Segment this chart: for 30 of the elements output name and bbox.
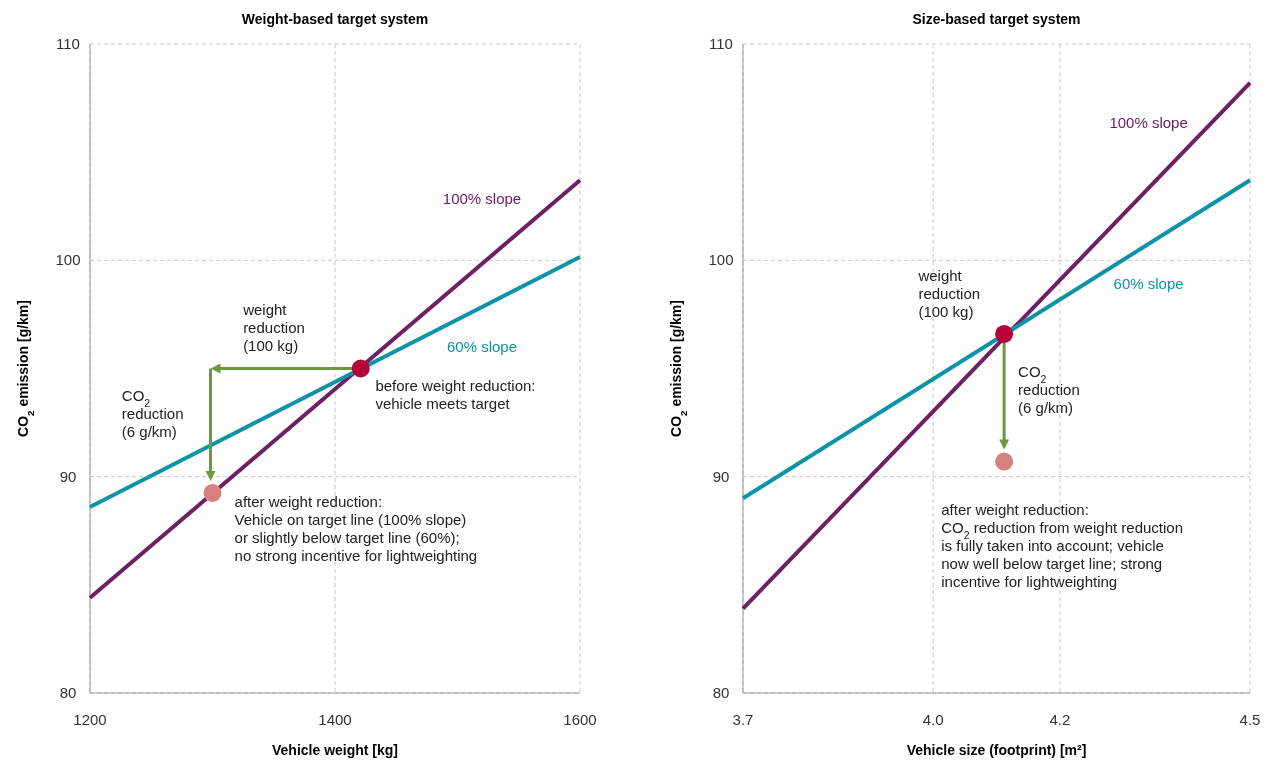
annotation: CO$_{2}$ reduction (6 g/km) [1018, 362, 1080, 416]
annotation: weight reduction (100 kg) [917, 266, 981, 320]
annotation: weight reduction (100 kg) [242, 300, 305, 354]
y-tick-label: 110 [709, 35, 733, 52]
annotation: after weight reduction: Vehicle on target line (100% slope) or slightly below target line (60%); no strong incentive for lightweighting [234, 492, 478, 564]
x-axis-title: Vehicle weight [kg] [271, 742, 399, 758]
y-tick-label: 110 [56, 35, 80, 52]
chart-title: Weight-based target system [241, 11, 429, 27]
x-tick-label: 4.5 [1239, 711, 1261, 728]
annotation: before weight reduction: vehicle meets target [375, 377, 536, 413]
y-tick-label: 80 [712, 684, 730, 701]
x-axis-title: Vehicle size (footprint) [m²] [906, 742, 1087, 758]
y-tick-label: 100 [55, 251, 81, 269]
y-tick-label: 100 [708, 251, 734, 269]
x-tick-label: 1600 [563, 711, 597, 728]
y-tick-label: 80 [59, 684, 77, 701]
x-tick-label: 1400 [318, 711, 352, 728]
x-tick-label: 4.0 [922, 711, 944, 728]
x-tick-label: 3.7 [732, 711, 754, 728]
series-label: 60% slope [1113, 274, 1184, 292]
series-label: 100% slope [442, 189, 522, 207]
annotation: after weight reduction: CO$_{2}$ reduction from weight reduction is fully taken into account; vehicle now well below target line; strong incentive for lightweighting [941, 500, 1184, 590]
x-tick-label: 4.2 [1049, 711, 1071, 728]
series-label: 100% slope [1109, 114, 1188, 132]
series-label: 60% slope [446, 338, 518, 356]
y-tick-label: 90 [712, 467, 730, 485]
y-tick-label: 90 [59, 467, 77, 485]
annotation: CO$_{2}$ reduction (6 g/km) [121, 386, 184, 440]
chart-title: Size-based target system [912, 11, 1081, 27]
x-tick-label: 1200 [73, 711, 107, 728]
